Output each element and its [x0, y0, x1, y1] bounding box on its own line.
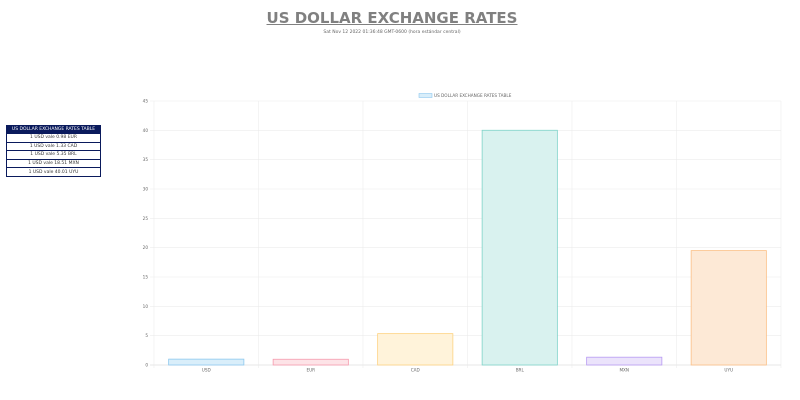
x-tick-label: EUR	[306, 368, 315, 373]
table-cell: 1 USD vale 40.01 UYU	[6, 167, 101, 177]
y-tick-label: 20	[143, 245, 149, 250]
y-tick-label: 30	[143, 187, 149, 192]
table-row: 1 USD vale 40.01 UYU	[6, 167, 101, 177]
bar-mxn	[586, 356, 663, 366]
y-tick-label: 40	[143, 128, 149, 133]
legend-swatch	[418, 93, 433, 98]
y-tick-label: 15	[143, 275, 149, 280]
y-tick-label: 35	[143, 157, 149, 162]
bar-eur	[272, 358, 349, 366]
y-tick-label: 25	[143, 216, 149, 221]
x-tick-label: MXN	[619, 368, 629, 373]
bar-uyu	[690, 250, 767, 366]
y-tick-label: 45	[143, 99, 149, 104]
rates-table: US DOLLAR EXCHANGE RATES TABLE 1 USD val…	[6, 125, 101, 177]
table-heading: US DOLLAR EXCHANGE RATES TABLE	[6, 125, 101, 134]
table-header-row: US DOLLAR EXCHANGE RATES TABLE	[6, 125, 101, 134]
bar-usd	[168, 358, 245, 366]
x-tick-label: USD	[202, 368, 211, 373]
x-tick-label: UYU	[724, 368, 733, 373]
y-tick-label: 0	[145, 363, 148, 368]
bar-brl	[481, 129, 558, 366]
x-tick-label: BRL	[516, 368, 525, 373]
page-title: US DOLLAR EXCHANGE RATES	[266, 9, 518, 27]
x-tick-label: CAD	[411, 368, 420, 373]
date-subtitle: Sat Nov 12 2022 01:36:48 GMT-0600 (hora …	[323, 30, 461, 35]
y-tick-label: 10	[143, 304, 149, 309]
legend-label: US DOLLAR EXCHANGE RATES TABLE	[434, 93, 512, 98]
bar-cad	[377, 333, 454, 366]
y-tick-label: 5	[145, 333, 148, 338]
